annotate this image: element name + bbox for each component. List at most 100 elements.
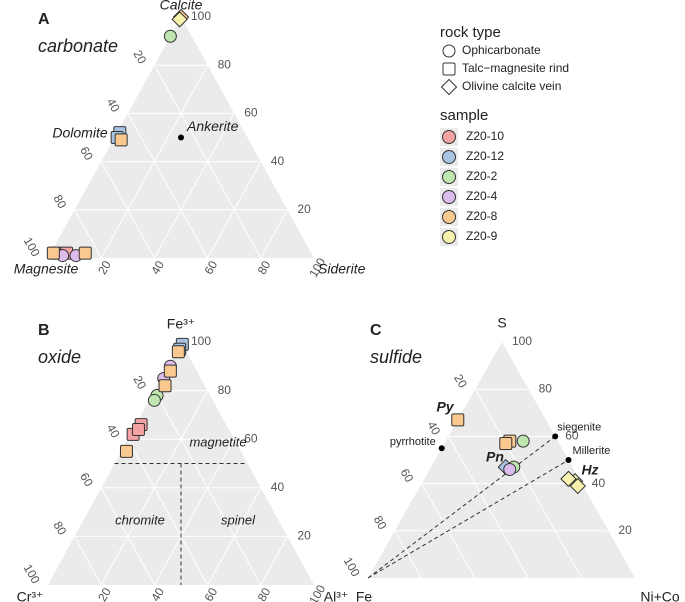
annotation: siegenite	[557, 421, 601, 433]
tick-label: 60	[201, 258, 220, 277]
tick-label: 100	[512, 334, 532, 348]
grid-line	[100, 64, 209, 259]
reference-point	[552, 433, 559, 440]
annotation: magnetite	[189, 434, 246, 449]
legend-title: sample	[440, 107, 488, 124]
panel-subtitle: sulfide	[370, 347, 422, 367]
ternary-background	[368, 342, 635, 578]
data-point	[147, 393, 161, 407]
tick-label: 20	[451, 372, 470, 391]
legend-label: Talc−magnesite rind	[462, 61, 569, 75]
tick-label: 100	[191, 334, 211, 348]
legend-key	[442, 130, 456, 144]
data-point	[451, 413, 465, 427]
corner-label: Fe³⁺	[167, 316, 195, 332]
data-point	[131, 422, 145, 436]
tick-label: 60	[201, 585, 220, 602]
grid-line	[74, 536, 102, 586]
tick-label: 100	[191, 9, 211, 23]
data-point	[569, 477, 586, 495]
annotation: Millerite	[573, 445, 611, 457]
reference-point	[178, 134, 184, 141]
tick-label: 20	[297, 529, 311, 543]
data-point	[119, 444, 133, 458]
legend-label: Z20-4	[466, 189, 498, 203]
reference-point	[565, 457, 572, 463]
tick-label: 80	[255, 258, 274, 277]
tick-label: 80	[218, 383, 232, 397]
annotation: spinel	[221, 512, 256, 527]
legend-title: rock type	[440, 24, 501, 41]
legend-key	[442, 62, 456, 76]
corner-label: Fe	[356, 589, 373, 602]
legend-key	[442, 230, 456, 244]
legend-label: Z20-10	[466, 129, 504, 143]
grid-line	[127, 113, 209, 259]
legend-key	[440, 78, 458, 96]
data-point	[499, 436, 513, 450]
data-point	[78, 246, 92, 260]
tick-label: 20	[297, 202, 311, 216]
data-point	[171, 11, 188, 28]
tick-label: 80	[218, 57, 232, 71]
legend-label: Z20-9	[466, 229, 498, 243]
corner-label: Siderite	[318, 261, 366, 277]
tick-label: 40	[148, 585, 167, 602]
legend-key	[442, 210, 456, 224]
grid-line	[74, 209, 102, 259]
corner-label: Cr³⁺	[17, 589, 44, 602]
data-point	[46, 246, 60, 260]
reference-point	[438, 445, 445, 452]
data-point	[163, 364, 177, 378]
data-point	[560, 470, 577, 488]
grid-line	[207, 161, 262, 259]
tick-label: 60	[398, 466, 417, 485]
tick-label: 60	[244, 431, 258, 445]
grid-line	[447, 436, 529, 579]
tick-label: 40	[104, 96, 123, 115]
grid-line	[474, 388, 583, 579]
legend-key	[442, 170, 456, 184]
tick-label: 80	[371, 513, 390, 532]
tick-label: 60	[77, 144, 96, 163]
tick-label: 40	[271, 154, 285, 168]
annotation: Hz	[581, 462, 598, 478]
corner-label: Magnesite	[14, 261, 79, 277]
tick-label: 40	[148, 258, 167, 277]
tick-label: 100	[21, 235, 43, 260]
legend-key	[442, 150, 456, 164]
grid-line	[207, 487, 262, 586]
grid-line	[153, 113, 235, 259]
legend-key	[442, 190, 456, 204]
tick-label: 100	[341, 555, 363, 580]
tick-label: 80	[539, 381, 553, 395]
grid-line	[260, 536, 288, 586]
data-point	[516, 434, 530, 448]
panel-subtitle: carbonate	[38, 36, 118, 56]
annotation: Py	[436, 399, 454, 415]
panel-subtitle: oxide	[38, 347, 81, 367]
data-point	[114, 133, 128, 147]
boundary-line	[367, 459, 569, 579]
tick-label: 20	[618, 523, 632, 537]
annotation: Ankerite	[186, 118, 239, 134]
grid-line	[127, 438, 209, 586]
tick-label: 100	[21, 562, 43, 587]
tick-label: 40	[592, 476, 606, 490]
data-point	[503, 462, 517, 476]
panel-label: A	[38, 11, 50, 28]
tick-label: 40	[271, 480, 285, 494]
data-point	[171, 345, 185, 359]
panel-label: C	[370, 322, 382, 339]
tick-label: 20	[130, 373, 149, 392]
corner-label: Ni+Co	[640, 589, 680, 602]
grid-line	[260, 209, 288, 259]
annotation: Dolomite	[52, 125, 107, 141]
data-point	[163, 29, 177, 43]
tick-label: 60	[77, 470, 96, 489]
corner-label: Calcite	[160, 0, 203, 13]
legend-label: Z20-12	[466, 149, 504, 163]
panel-label: B	[38, 322, 50, 339]
tick-label: 40	[104, 422, 123, 441]
